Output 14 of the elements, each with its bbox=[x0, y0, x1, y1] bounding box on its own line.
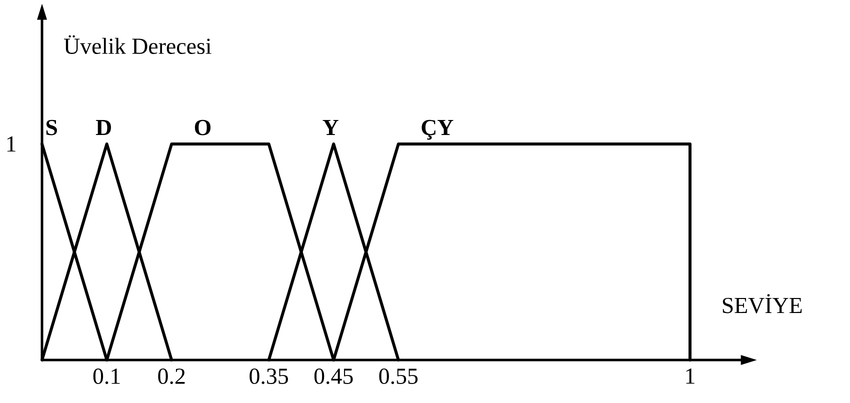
x-tick-label: 0.1 bbox=[93, 368, 120, 384]
x-tick-label: 0.2 bbox=[158, 368, 185, 384]
x-tick-label: 0.35 bbox=[250, 368, 288, 384]
x-axis-title: SEVİYE bbox=[722, 294, 802, 314]
text: 1 bbox=[7, 136, 16, 152]
x-tick-label: 0.55 bbox=[379, 368, 418, 384]
x-tick-label: 1 bbox=[686, 368, 694, 384]
y-axis-title: Üvelik Derecesi bbox=[64, 35, 212, 54]
series-label: ÇY bbox=[422, 120, 454, 140]
series-label: D bbox=[96, 120, 111, 136]
series-label: S bbox=[46, 120, 57, 136]
series-label: O bbox=[194, 120, 211, 136]
series-label: Y bbox=[322, 120, 338, 135]
x-tick-label: 0.45 bbox=[314, 368, 353, 384]
